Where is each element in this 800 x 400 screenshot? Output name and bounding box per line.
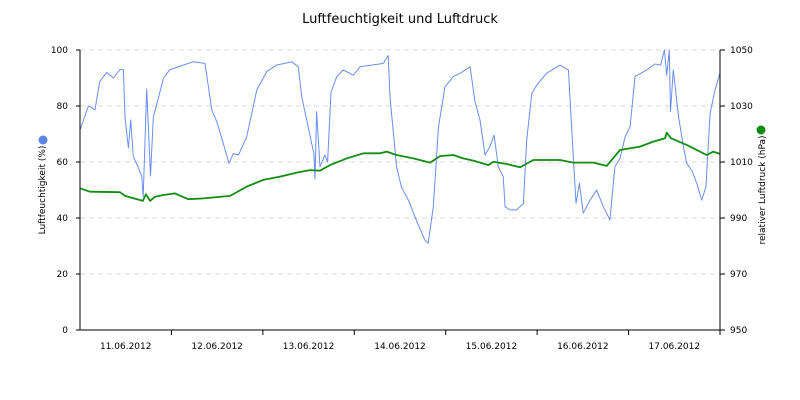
left-tick-label: 20 (57, 270, 69, 280)
x-tick-label: 12.06.2012 (191, 342, 243, 352)
right-tick-label: 970 (730, 270, 747, 280)
left-tick-label: 40 (57, 214, 69, 224)
right-tick-label: 1050 (730, 46, 753, 56)
right-tick-label: 1010 (730, 158, 753, 168)
chart-title: Luftfeuchtigkeit und Luftdruck (302, 12, 498, 27)
right-tick-label: 990 (730, 214, 747, 224)
gridlines (80, 49, 720, 275)
left-axis-title: Luftfeuchtigkeit (%) (38, 146, 48, 235)
series-lines (79, 49, 721, 244)
left-tick-label: 80 (57, 102, 69, 112)
left-tick-label: 0 (62, 326, 68, 336)
left-tick-label: 100 (51, 46, 68, 56)
pressure-legend-dot (756, 125, 766, 135)
axes: 0 950 20 970 40 990 60 1010 80 1030 100 1050 11.06.2… (51, 46, 753, 352)
left-tick-label: 60 (57, 158, 69, 168)
pressure-line (79, 131, 721, 202)
x-tick-label: 14.06.2012 (374, 342, 426, 352)
humidity-legend-dot (38, 135, 48, 145)
x-tick-label: 13.06.2012 (283, 342, 335, 352)
humidity-line (79, 49, 721, 244)
right-tick-label: 950 (730, 326, 747, 336)
x-tick-label: 15.06.2012 (466, 342, 518, 352)
x-tick-label: 11.06.2012 (100, 342, 152, 352)
right-tick-label: 1030 (730, 102, 753, 112)
x-tick-label: 17.06.2012 (649, 342, 701, 352)
x-tick-label: 16.06.2012 (557, 342, 609, 352)
right-axis-title: relativer Luftdruck (hPa) (758, 135, 768, 244)
